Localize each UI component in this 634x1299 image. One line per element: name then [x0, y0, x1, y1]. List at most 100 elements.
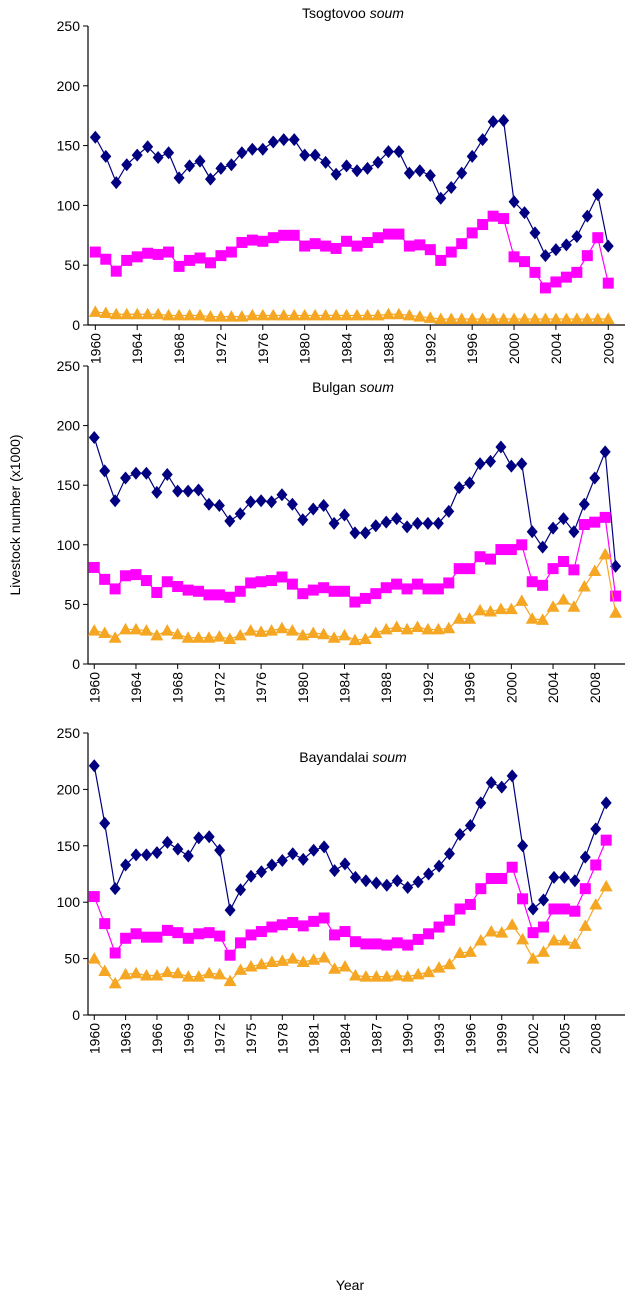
- marker: [99, 573, 111, 585]
- marker: [142, 140, 154, 154]
- marker: [275, 954, 289, 966]
- marker: [487, 115, 499, 129]
- y-tick-label: 200: [57, 78, 81, 94]
- marker: [403, 166, 415, 180]
- marker: [497, 312, 511, 325]
- series-line: [94, 119, 609, 257]
- y-tick-label: 100: [57, 894, 81, 910]
- marker: [318, 840, 330, 854]
- marker: [88, 561, 100, 573]
- marker: [536, 613, 550, 625]
- marker: [120, 858, 132, 872]
- marker: [484, 553, 496, 565]
- marker: [98, 964, 112, 977]
- marker: [204, 172, 216, 186]
- marker: [339, 857, 351, 871]
- marker: [299, 240, 311, 252]
- marker: [255, 865, 267, 879]
- x-tick-label: 1984: [339, 333, 355, 364]
- marker: [212, 630, 226, 642]
- marker: [361, 236, 373, 248]
- marker: [265, 624, 279, 636]
- marker: [193, 928, 205, 940]
- marker: [109, 494, 121, 508]
- marker: [599, 879, 613, 892]
- marker: [140, 969, 154, 981]
- marker: [547, 563, 559, 575]
- marker: [194, 252, 206, 264]
- marker: [392, 307, 406, 320]
- marker: [276, 853, 288, 867]
- marker: [182, 932, 194, 944]
- marker: [276, 571, 288, 583]
- marker: [496, 780, 508, 794]
- marker: [443, 577, 455, 589]
- marker: [224, 903, 236, 917]
- marker: [422, 583, 434, 595]
- marker: [526, 952, 540, 964]
- marker: [130, 569, 142, 581]
- marker: [245, 929, 257, 941]
- x-tick-label: 1978: [274, 1023, 290, 1054]
- marker: [432, 961, 446, 973]
- marker: [550, 276, 562, 288]
- marker: [194, 154, 206, 168]
- marker: [380, 970, 394, 982]
- marker: [151, 485, 163, 499]
- marker: [589, 516, 601, 528]
- marker: [141, 307, 155, 320]
- marker: [601, 312, 615, 325]
- marker: [308, 843, 320, 857]
- marker: [223, 632, 237, 644]
- marker: [297, 852, 309, 866]
- marker: [317, 627, 331, 640]
- marker: [444, 312, 458, 325]
- marker: [89, 130, 101, 144]
- chart-title: Bayandalai soum: [299, 749, 407, 765]
- marker: [276, 488, 288, 502]
- marker: [246, 142, 258, 156]
- marker: [120, 932, 132, 944]
- marker: [506, 769, 518, 783]
- marker: [214, 310, 228, 322]
- marker: [423, 867, 435, 881]
- marker: [130, 848, 142, 862]
- marker: [297, 588, 309, 600]
- marker: [234, 963, 248, 975]
- marker: [277, 308, 291, 321]
- marker: [349, 596, 361, 608]
- marker: [442, 621, 456, 634]
- marker: [580, 312, 594, 325]
- marker: [245, 495, 257, 509]
- marker: [402, 308, 416, 321]
- marker: [529, 266, 541, 278]
- x-tick-label: 1964: [128, 672, 144, 703]
- marker: [120, 471, 132, 485]
- marker: [361, 161, 373, 175]
- marker: [435, 191, 447, 205]
- marker: [338, 628, 352, 641]
- marker: [369, 626, 383, 639]
- x-tick-label: 1972: [212, 1023, 228, 1054]
- x-tick-label: 1980: [297, 333, 313, 364]
- marker: [278, 133, 290, 147]
- marker: [349, 526, 361, 540]
- marker: [193, 308, 207, 321]
- marker: [318, 582, 330, 594]
- y-tick-label: 200: [57, 781, 81, 797]
- marker: [163, 146, 175, 160]
- marker: [171, 966, 185, 979]
- marker: [599, 511, 611, 523]
- y-tick-label: 200: [57, 418, 81, 434]
- marker: [359, 970, 373, 982]
- marker: [266, 308, 280, 321]
- marker: [475, 883, 487, 895]
- marker: [215, 250, 227, 262]
- marker: [141, 848, 153, 862]
- marker: [255, 494, 267, 508]
- x-tick-label: 1988: [378, 672, 394, 703]
- y-tick-label: 250: [57, 725, 81, 741]
- marker: [233, 628, 247, 641]
- marker: [516, 457, 528, 471]
- y-tick-label: 150: [57, 838, 81, 854]
